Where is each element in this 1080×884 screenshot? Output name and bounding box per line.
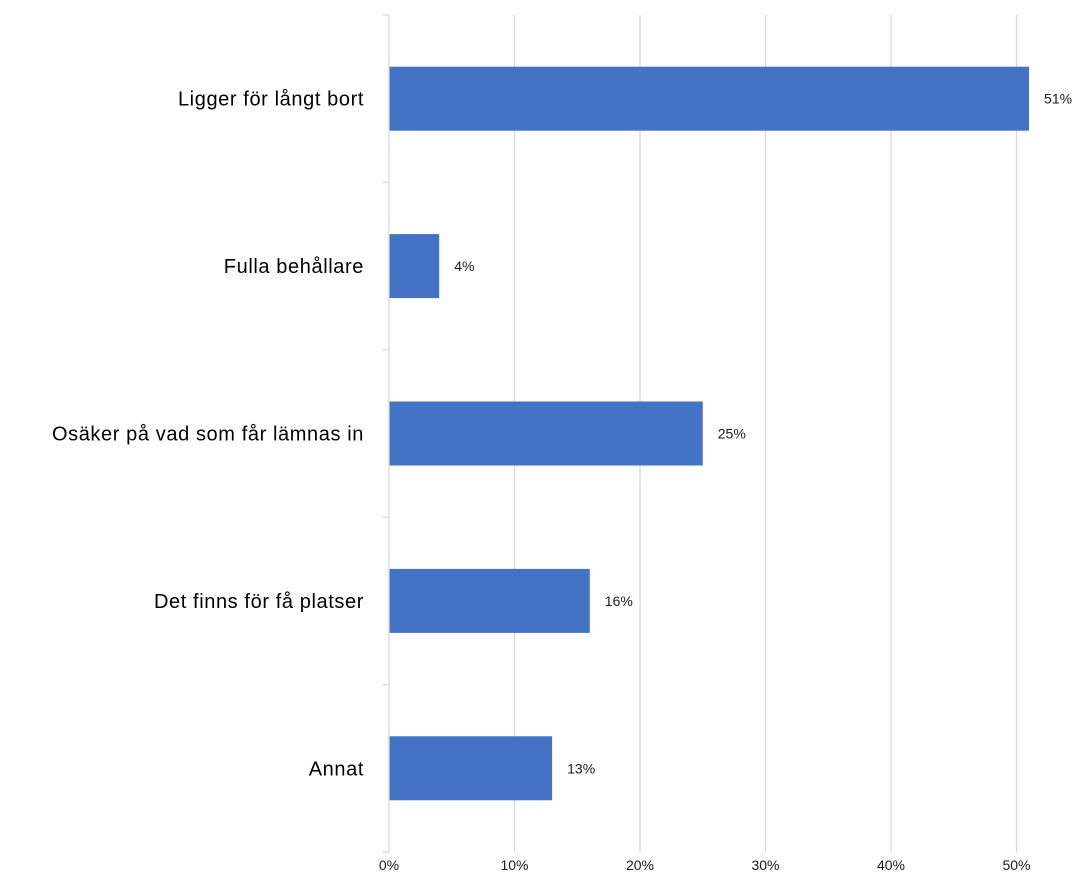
bar (389, 736, 553, 801)
bar (389, 66, 1030, 131)
labels: 0% 10% 20% 30% 40% 50% Ligger för långt bort 51… (52, 89, 1072, 873)
x-tick-label: 20% (626, 857, 654, 873)
x-tick-label: 30% (751, 857, 779, 873)
data-label: 51% (1044, 91, 1072, 107)
category-label: Fulla behållare (224, 256, 364, 278)
data-label: 25% (718, 426, 746, 442)
data-label: 13% (567, 760, 595, 776)
x-tick-label: 0% (379, 857, 399, 873)
data-label: 16% (605, 593, 633, 609)
bar (389, 234, 440, 299)
bars (389, 66, 1030, 801)
category-label: Det finns för få platser (154, 591, 364, 613)
bar (389, 568, 590, 633)
x-tick-label: 10% (500, 857, 528, 873)
bar (389, 401, 703, 466)
data-label: 4% (454, 258, 474, 274)
gridlines (513, 15, 1018, 852)
x-tick-label: 40% (877, 857, 905, 873)
category-label: Ligger för långt bort (178, 89, 364, 111)
category-label: Annat (309, 758, 364, 780)
category-axis (383, 14, 390, 853)
x-tick-label: 50% (1002, 857, 1030, 873)
category-label: Osäker på vad som får lämnas in (52, 424, 364, 446)
